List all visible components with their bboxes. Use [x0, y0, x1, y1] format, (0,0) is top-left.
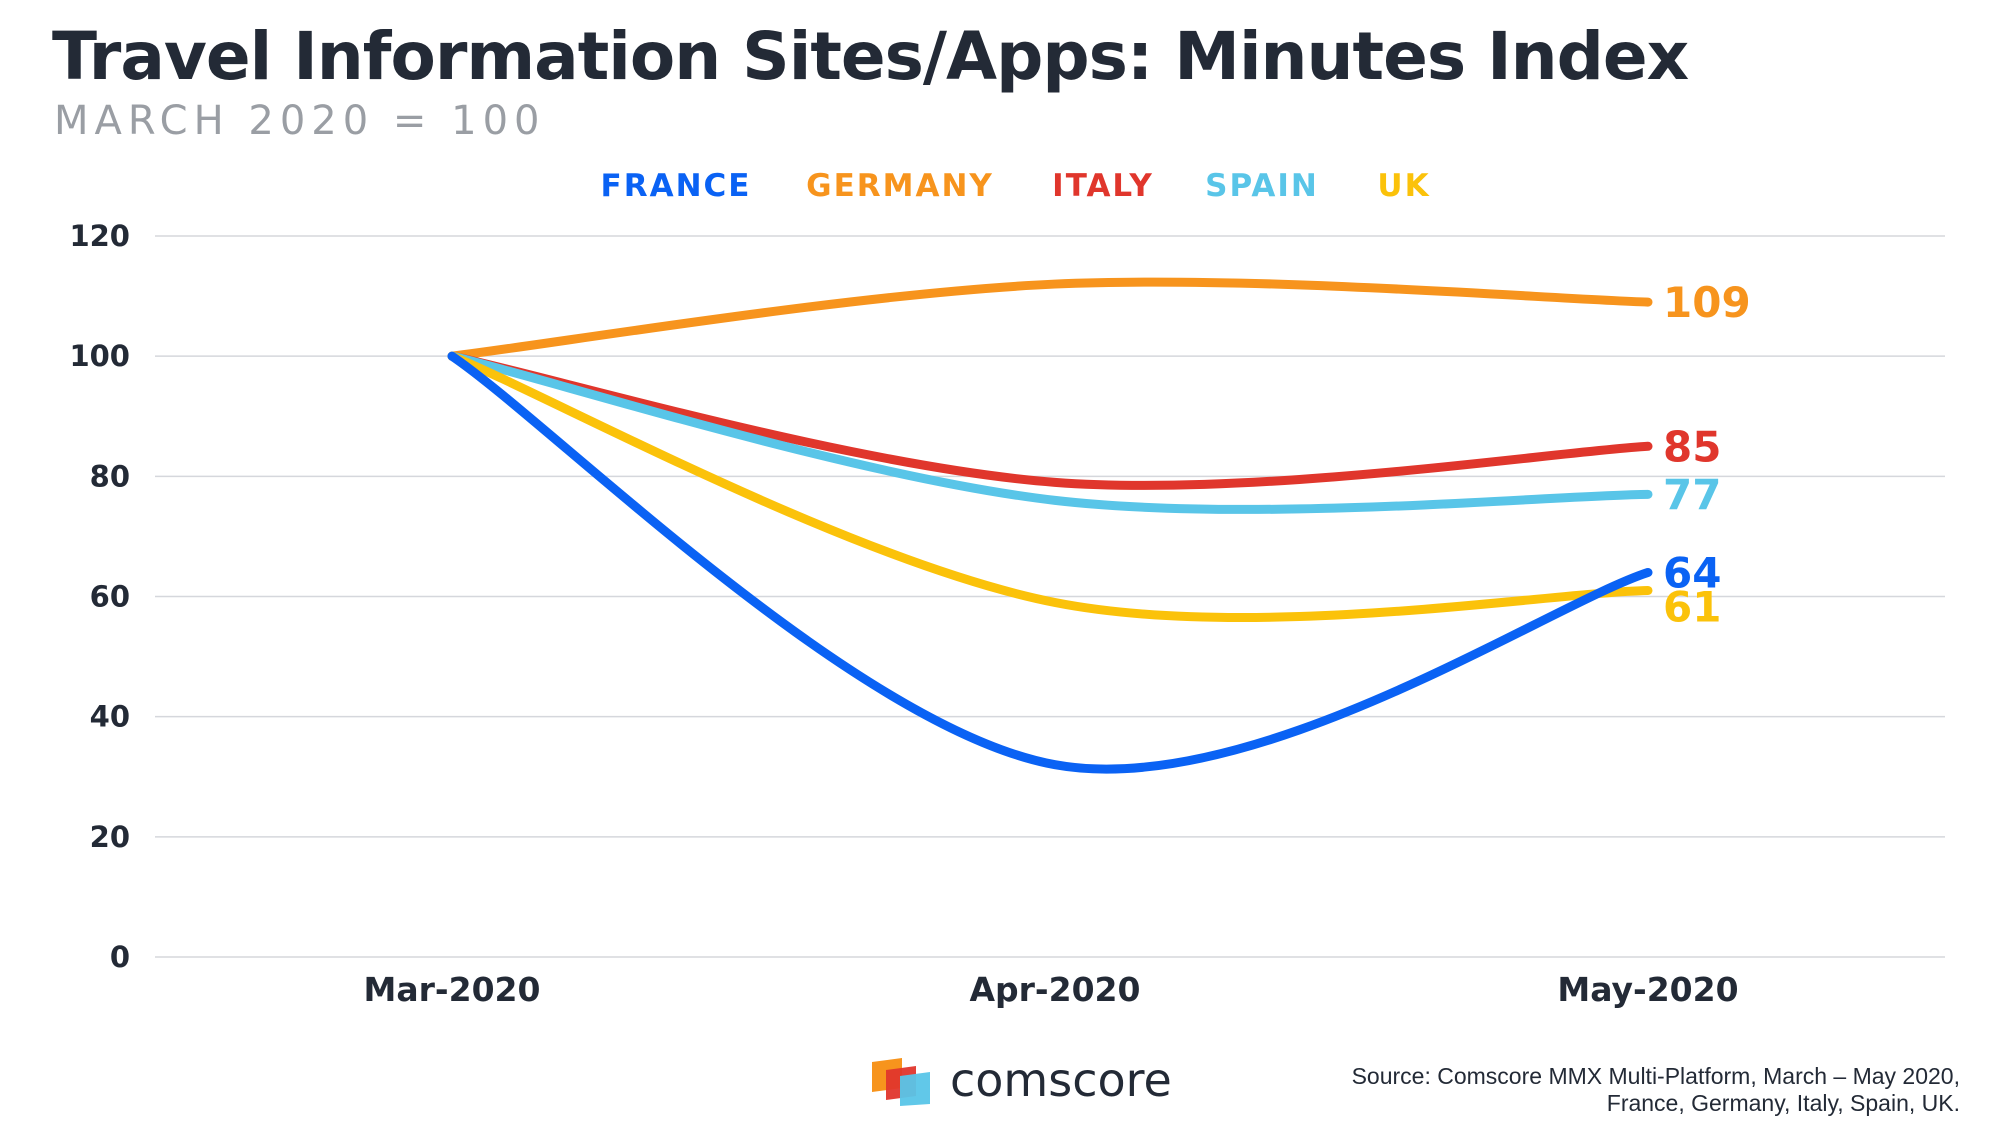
- x-tick-label: Mar-2020: [364, 970, 541, 1009]
- brand-name: comscore: [950, 1053, 1172, 1107]
- source-line-2: France, Germany, Italy, Spain, UK.: [1606, 1090, 1960, 1116]
- series-line-france: [447, 351, 1653, 774]
- y-tick-label: 60: [90, 580, 130, 614]
- series-line-uk: [447, 351, 1653, 623]
- y-axis: 0 20 40 60 80 100 120: [69, 219, 130, 974]
- x-tick-label: Apr-2020: [970, 970, 1141, 1009]
- y-tick-label: 40: [90, 700, 130, 734]
- y-tick-label: 20: [90, 820, 130, 854]
- y-tick-label: 80: [90, 459, 130, 493]
- comscore-logo-icon: [872, 1058, 932, 1106]
- end-label-uk: 61: [1663, 582, 1721, 631]
- x-axis: Mar-2020 Apr-2020 May-2020: [364, 970, 1739, 1009]
- end-label-germany: 109: [1663, 278, 1751, 327]
- y-tick-label: 0: [110, 940, 130, 974]
- source-line-1: Source: Comscore MMX Multi-Platform, Mar…: [1351, 1063, 1960, 1089]
- legend: FRANCE GERMANY ITALY SPAIN UK: [601, 168, 1430, 204]
- line-chart: FRANCE GERMANY ITALY SPAIN UK 0 20 40 60 80 100 12…: [69, 168, 1945, 1009]
- end-label-spain: 77: [1663, 470, 1721, 519]
- legend-item-spain: SPAIN: [1205, 168, 1319, 204]
- legend-item-germany: GERMANY: [806, 168, 994, 204]
- series-line-spain: [447, 351, 1653, 514]
- series-lines: [447, 277, 1653, 774]
- chart-subtitle: MARCH 2020 = 100: [54, 98, 546, 144]
- legend-item-italy: ITALY: [1052, 168, 1154, 204]
- legend-item-uk: UK: [1377, 168, 1430, 204]
- y-tick-label: 120: [69, 219, 130, 253]
- end-label-france: 64: [1663, 548, 1721, 597]
- source-note: Source: Comscore MMX Multi-Platform, Mar…: [1260, 1063, 1960, 1117]
- chart-title: Travel Information Sites/Apps: Minutes I…: [52, 18, 1689, 95]
- legend-item-france: FRANCE: [601, 168, 752, 204]
- series-line-germany: [447, 277, 1653, 361]
- end-label-italy: 85: [1663, 422, 1721, 471]
- x-tick-label: May-2020: [1557, 970, 1738, 1009]
- y-tick-label: 100: [69, 339, 130, 373]
- series-line-italy: [447, 351, 1653, 490]
